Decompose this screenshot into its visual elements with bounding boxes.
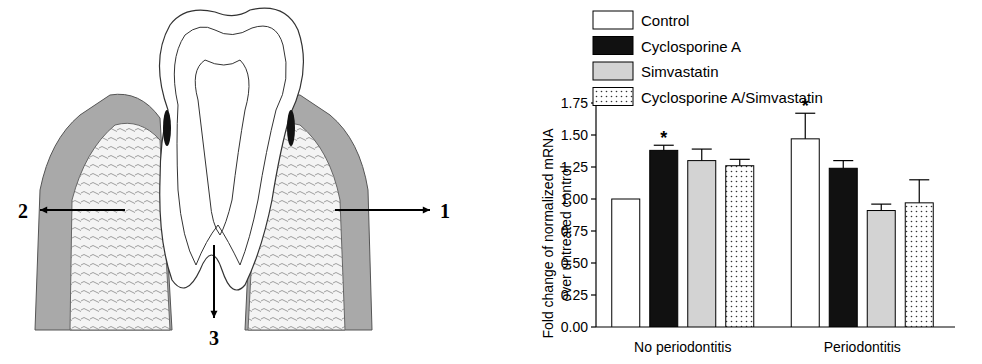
- bar: [829, 168, 857, 327]
- gum-left: [35, 94, 172, 330]
- error-cap: [909, 179, 929, 180]
- y-axis-label: over untreated control: [558, 165, 574, 301]
- error-cap: [833, 160, 853, 161]
- legend-label: Cyclosporine A: [641, 38, 741, 55]
- bar: [905, 203, 933, 327]
- arrow-2: [40, 209, 125, 211]
- error-cap: [692, 148, 712, 149]
- bar: [867, 211, 895, 327]
- error-stem: [805, 113, 806, 139]
- legend-swatch: [593, 62, 633, 80]
- bar: [688, 161, 716, 327]
- y-axis-label: Fold change of normalized mRNA: [540, 128, 556, 339]
- arrow-3-head: [211, 311, 218, 318]
- y-tick: [591, 294, 596, 295]
- legend-label: Cyclosporine A/Simvastatin: [641, 89, 823, 106]
- arrow-1: [335, 209, 430, 211]
- error-stem: [701, 149, 702, 161]
- y-tick-label: 0.00: [561, 319, 588, 335]
- y-tick: [591, 230, 596, 231]
- legend-label: Control: [641, 12, 689, 29]
- error-stem: [919, 180, 920, 203]
- tooth-diagram: 1 2 3: [18, 8, 450, 349]
- legend-label: Simvastatin: [641, 63, 719, 80]
- error-stem: [881, 204, 882, 210]
- y-tick: [591, 198, 596, 199]
- y-tick: [591, 262, 596, 263]
- error-bar: [909, 180, 929, 203]
- bar: [791, 139, 819, 327]
- bar: [726, 166, 754, 327]
- y-axis: [595, 103, 596, 327]
- dentin: [174, 26, 286, 265]
- label-2: 2: [18, 200, 28, 222]
- y-tick: [591, 326, 596, 327]
- tooth: [159, 8, 303, 290]
- pulp: [195, 60, 249, 235]
- error-cap: [871, 204, 891, 205]
- page: 1230.000.250.500.751.001.251.501.75Fold …: [0, 0, 982, 364]
- legend-swatch: [593, 88, 633, 106]
- error-bar: [833, 161, 853, 169]
- arrow-3: [213, 245, 215, 318]
- calculus-right: [287, 110, 295, 146]
- legend: Control Cyclosporine A Simvastatin Cyclospo…: [593, 11, 823, 106]
- calculus-left: [163, 110, 171, 146]
- legend-swatch: [593, 11, 633, 29]
- bar: [612, 199, 640, 327]
- chart: 0.000.250.500.751.001.251.501.75Fold cha…: [540, 95, 955, 355]
- label-1: 1: [440, 200, 450, 222]
- y-tick: [591, 134, 596, 135]
- error-bar: [871, 204, 891, 210]
- y-tick: [591, 166, 596, 167]
- arrow-1-head: [423, 207, 430, 214]
- legend-swatch: [593, 37, 633, 55]
- arrow-2-head: [40, 207, 47, 214]
- x-tick-label: No periodontitis: [634, 339, 731, 355]
- error-cap: [730, 159, 750, 160]
- bars: [612, 113, 934, 327]
- error-stem: [843, 161, 844, 169]
- error-bar: [795, 113, 815, 139]
- bone-left: [70, 123, 170, 330]
- y-tick-label: 1.50: [561, 127, 588, 143]
- error-bar: [730, 159, 750, 165]
- error-bar: [692, 149, 712, 161]
- error-stem: [739, 159, 740, 165]
- y-tick-label: 1.75: [561, 95, 588, 111]
- x-tick-label: Periodontitis: [824, 339, 901, 355]
- bar: [650, 150, 678, 327]
- significance: *: [660, 128, 667, 148]
- label-3: 3: [209, 327, 219, 349]
